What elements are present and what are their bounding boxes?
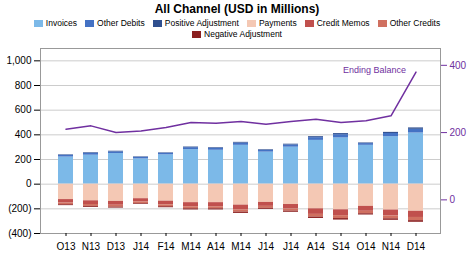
svg-text:400: 400 <box>15 129 32 140</box>
svg-text:A14: A14 <box>207 241 225 252</box>
svg-text:N14: N14 <box>382 241 401 252</box>
svg-text:800: 800 <box>15 80 32 91</box>
svg-text:O14: O14 <box>357 241 376 252</box>
svg-text:Ending Balance: Ending Balance <box>343 65 406 75</box>
svg-text:D13: D13 <box>107 241 126 252</box>
svg-text:(400): (400) <box>8 228 31 239</box>
svg-text:O13: O13 <box>57 241 76 252</box>
html-text:Invoices: Invoices <box>45 18 77 28</box>
svg-text:J14: J14 <box>133 241 150 252</box>
svg-text:F14: F14 <box>157 241 175 252</box>
svg-text:0: 0 <box>26 178 32 189</box>
svg-text:200: 200 <box>15 154 32 165</box>
svg-text:1,000: 1,000 <box>6 55 31 66</box>
svg-text:400: 400 <box>450 60 467 71</box>
svg-text:J14: J14 <box>283 241 300 252</box>
svg-text:S14: S14 <box>332 241 350 252</box>
html-text:Payments: Payments <box>258 18 297 28</box>
html-text:Positive Adjustment: Positive Adjustment <box>164 18 239 28</box>
svg-text:D14: D14 <box>407 241 426 252</box>
svg-text:N13: N13 <box>82 241 101 252</box>
html-text:Other Credits: Other Credits <box>389 18 441 28</box>
svg-text:0: 0 <box>450 194 456 205</box>
svg-text:M14: M14 <box>181 241 201 252</box>
svg-text:200: 200 <box>450 127 467 138</box>
html-text:Other Debits: Other Debits <box>97 18 145 28</box>
svg-text:J14: J14 <box>258 241 275 252</box>
svg-text:A14: A14 <box>307 241 325 252</box>
svg-text:(200): (200) <box>8 203 31 214</box>
svg-text:600: 600 <box>15 104 32 115</box>
html-text:All Channel (USD in Millions): All Channel (USD in Millions) <box>154 2 320 16</box>
html-text:Credit Memos: Credit Memos <box>316 18 370 28</box>
svg-text:M14: M14 <box>231 241 251 252</box>
html-text:Negative Adjustment: Negative Adjustment <box>204 29 282 39</box>
